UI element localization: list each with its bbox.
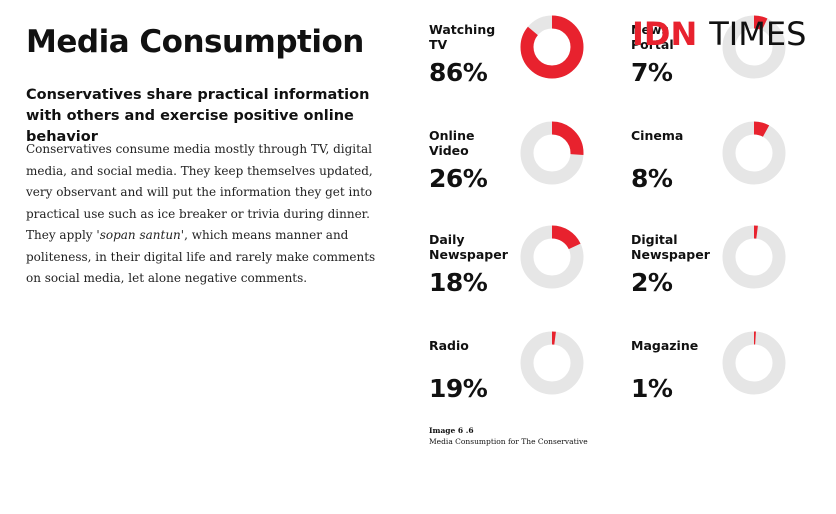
- donut-chart: [722, 121, 786, 185]
- donut-chart: [722, 331, 786, 395]
- chart-item-0: Watching TV 86%: [429, 15, 609, 112]
- donut-segment: [722, 331, 786, 395]
- idn-times-logo: IDN TIMES: [632, 14, 806, 54]
- chart-item-value: 26%: [429, 164, 488, 193]
- donut-chart: [722, 15, 786, 79]
- chart-item-4: Daily Newspaper 18%: [429, 225, 609, 322]
- donut-track: [722, 121, 786, 185]
- chart-item-value: 7%: [631, 58, 673, 87]
- donut-segment: [722, 15, 786, 79]
- body-text-start: Conservatives consume media mostly throu…: [26, 142, 373, 242]
- chart-item-label: Radio: [429, 338, 469, 353]
- logo-times-text: TIMES: [709, 15, 807, 53]
- chart-item-5: Digital Newspaper 2%: [631, 225, 811, 322]
- body-text-emphasis: 'sopan santun': [96, 228, 185, 242]
- page-subtitle: Conservatives share practical informatio…: [26, 87, 370, 145]
- chart-item-value: 2%: [631, 268, 673, 297]
- chart-item-label: Online Video: [429, 128, 475, 158]
- chart-item-value: 19%: [429, 374, 488, 403]
- chart-item-label: Watching TV: [429, 22, 496, 52]
- donut-chart: [520, 225, 584, 289]
- chart-item-label: News Portal: [631, 22, 674, 52]
- chart-item-3: Cinema 8%: [631, 121, 811, 218]
- donut-segment: [520, 225, 584, 289]
- chart-item-label: Magazine: [631, 338, 699, 353]
- donut-track: [520, 331, 584, 395]
- donut-segment: [520, 121, 584, 185]
- chart-item-value: 8%: [631, 164, 673, 193]
- chart-item-value: 1%: [631, 374, 673, 403]
- chart-item-value: 18%: [429, 268, 488, 297]
- donut-chart: [722, 225, 786, 289]
- chart-item-value: 86%: [429, 58, 488, 87]
- donut-segment: [722, 225, 786, 289]
- chart-item-7: Magazine 1%: [631, 331, 811, 428]
- donut-segment: [520, 15, 584, 79]
- chart-item-2: Online Video 26%: [429, 121, 609, 218]
- caption-text: Media Consumption for The Conservative: [429, 437, 588, 446]
- donut-segment: [722, 121, 786, 185]
- page-title: Media Consumption: [26, 24, 364, 60]
- donut-chart: [520, 121, 584, 185]
- logo-idn-text: IDN: [632, 15, 698, 53]
- chart-item-label: Daily Newspaper: [429, 232, 508, 262]
- chart-item-1: News Portal 7%: [631, 15, 811, 112]
- body-paragraph: Conservatives consume media mostly throu…: [26, 139, 376, 290]
- donut-chart: [520, 15, 584, 79]
- chart-item-label: Cinema: [631, 128, 684, 143]
- chart-item-label: Digital Newspaper: [631, 232, 710, 262]
- body-text-end: , which means manner and politeness, in …: [26, 228, 376, 285]
- donut-chart: [520, 331, 584, 395]
- donut-track: [722, 331, 786, 395]
- caption-title: Image 6 .6: [429, 426, 474, 435]
- chart-item-6: Radio 19%: [429, 331, 609, 428]
- donut-segment: [520, 331, 584, 395]
- donut-track: [722, 225, 786, 289]
